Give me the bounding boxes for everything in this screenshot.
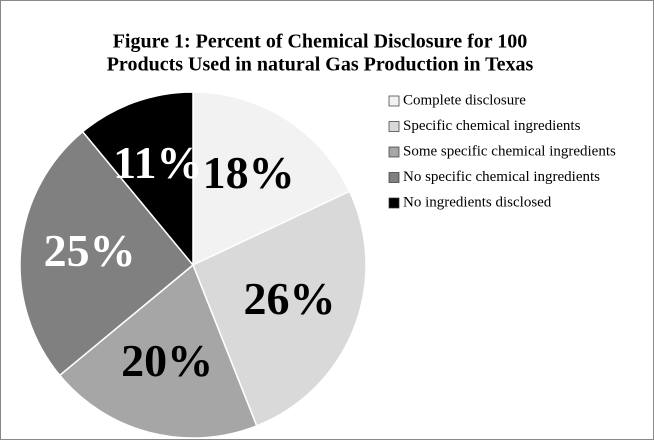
data-label: 26% bbox=[244, 273, 336, 324]
legend-label: Some specific chemical ingredients bbox=[403, 143, 616, 159]
data-label: 11% bbox=[113, 137, 202, 188]
legend-label: No ingredients disclosed bbox=[403, 194, 552, 210]
legend-swatch bbox=[388, 197, 400, 209]
pie-slice bbox=[19, 130, 195, 377]
legend-label: No specific chemical ingredients bbox=[403, 169, 600, 185]
pie-slice bbox=[81, 91, 194, 268]
pie-slice bbox=[58, 263, 258, 439]
legend-swatch bbox=[388, 172, 400, 183]
chart-title: Figure 1: Percent of Chemical Disclosure… bbox=[113, 31, 528, 53]
legend-label: Specific chemical ingredients bbox=[403, 118, 581, 134]
legend-label: Complete disclosure bbox=[403, 92, 526, 108]
pie-slice bbox=[192, 91, 351, 267]
chart-title: Products Used in natural Gas Production … bbox=[107, 54, 534, 76]
data-label: 20% bbox=[121, 335, 213, 386]
legend-swatch bbox=[388, 121, 400, 132]
pie-slice bbox=[192, 190, 367, 427]
legend-swatch bbox=[388, 95, 400, 107]
data-label: 18% bbox=[203, 147, 295, 198]
legend-swatch bbox=[388, 146, 400, 158]
data-label: 25% bbox=[44, 225, 136, 276]
